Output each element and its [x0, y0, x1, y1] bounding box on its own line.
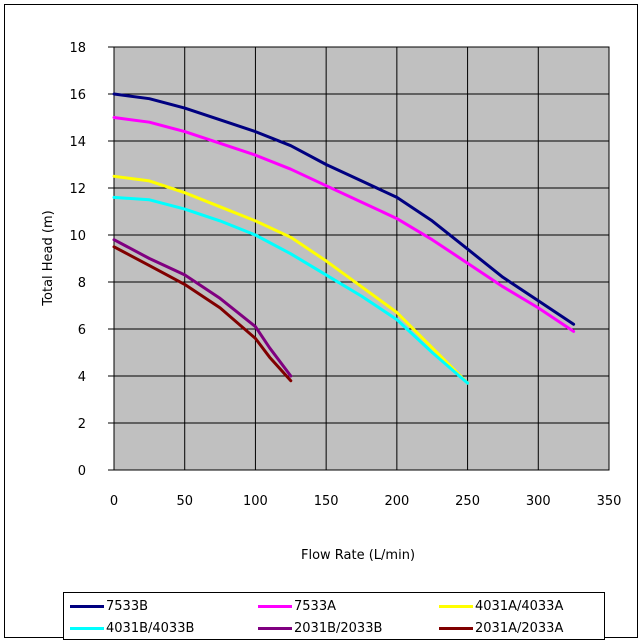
- legend-item: 2031B/2033B: [258, 618, 382, 638]
- legend-swatch: [258, 604, 292, 608]
- legend-item: 7533A: [258, 596, 336, 616]
- x-tick-label: 50: [176, 494, 193, 509]
- grid-lines: [108, 46, 610, 471]
- legend-item: 4031A/4033A: [439, 596, 563, 616]
- y-axis-label: Total Head (m): [41, 210, 56, 306]
- legend-item: 2031A/2033A: [439, 618, 563, 638]
- y-tick-label: 16: [69, 88, 86, 103]
- series-lines: [112, 92, 576, 385]
- y-tick-label: 14: [69, 135, 86, 150]
- legend-swatch: [439, 626, 473, 630]
- x-tick-label: 100: [243, 494, 268, 509]
- y-tick-label: 0: [78, 464, 86, 479]
- series-line-2: [112, 174, 470, 385]
- legend-swatch: [258, 626, 292, 630]
- legend-swatch: [70, 626, 104, 630]
- series-line-5: [112, 245, 293, 383]
- legend-label: 4031B/4033B: [106, 620, 195, 636]
- legend-swatch: [70, 604, 104, 608]
- x-tick-label: 350: [597, 494, 622, 509]
- y-tick-label: 12: [69, 182, 86, 197]
- y-tick-label: 2: [78, 417, 86, 432]
- x-axis-label: Flow Rate (L/min): [301, 548, 415, 563]
- series-line-4: [112, 238, 293, 378]
- y-tick-label: 6: [78, 323, 86, 338]
- legend: 7533B 7533A 4031A/4033A 4031B/4033B 2031B/20…: [63, 592, 605, 640]
- x-tick-label: 200: [384, 494, 409, 509]
- legend-label: 7533B: [106, 598, 149, 614]
- legend-item: 4031B/4033B: [70, 618, 194, 638]
- x-tick-labels: 0 50 100 150 200 250 300 350: [110, 494, 622, 509]
- x-tick-label: 0: [110, 494, 118, 509]
- y-tick-label: 18: [69, 41, 86, 56]
- x-tick-label: 300: [526, 494, 551, 509]
- series-line-3: [112, 195, 470, 385]
- legend-label: 2031A/2033A: [475, 620, 564, 636]
- y-tick-labels: 0 2 4 6 8 10 12 14 16 18: [69, 41, 86, 479]
- x-tick-label: 150: [314, 494, 339, 509]
- x-tick-label: 250: [455, 494, 480, 509]
- plot-area: [114, 47, 609, 470]
- legend-label: 7533A: [294, 598, 336, 614]
- y-tick-label: 8: [78, 276, 86, 291]
- series-line-1: [112, 116, 576, 333]
- y-tick-label: 4: [78, 370, 86, 385]
- legend-item: 7533B: [70, 596, 148, 616]
- legend-swatch: [439, 604, 473, 608]
- y-tick-label: 10: [69, 229, 86, 244]
- series-line-0: [112, 92, 576, 326]
- legend-label: 2031B/2033B: [294, 620, 383, 636]
- plot-border: [113, 46, 610, 471]
- legend-label: 4031A/4033A: [475, 598, 564, 614]
